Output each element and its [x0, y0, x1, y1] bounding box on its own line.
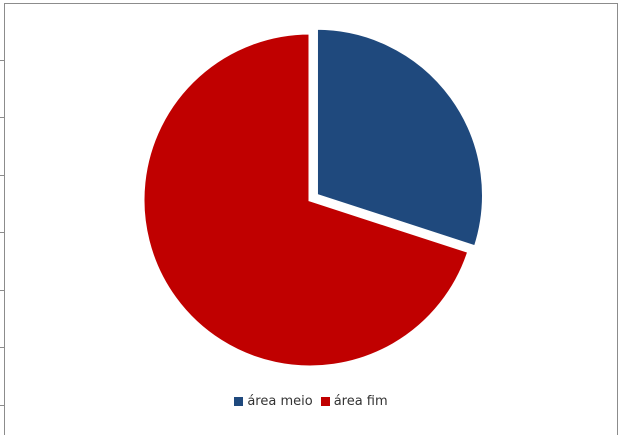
legend-label-area-meio: área meio — [247, 394, 313, 409]
legend-item-area-meio: área meio — [234, 394, 313, 409]
legend-label-area-fim: área fim — [333, 394, 388, 409]
legend-swatch-area-meio — [234, 397, 244, 406]
legend-item-area-fim: área fim — [320, 394, 388, 409]
pie-slice-area-fim — [141, 31, 471, 369]
legend-swatch-area-fim — [320, 397, 330, 406]
chart-border — [4, 3, 618, 435]
pie-slice-area-meio — [314, 26, 485, 249]
left-ruler — [0, 0, 4, 436]
legend: área meio área fim — [0, 394, 622, 409]
